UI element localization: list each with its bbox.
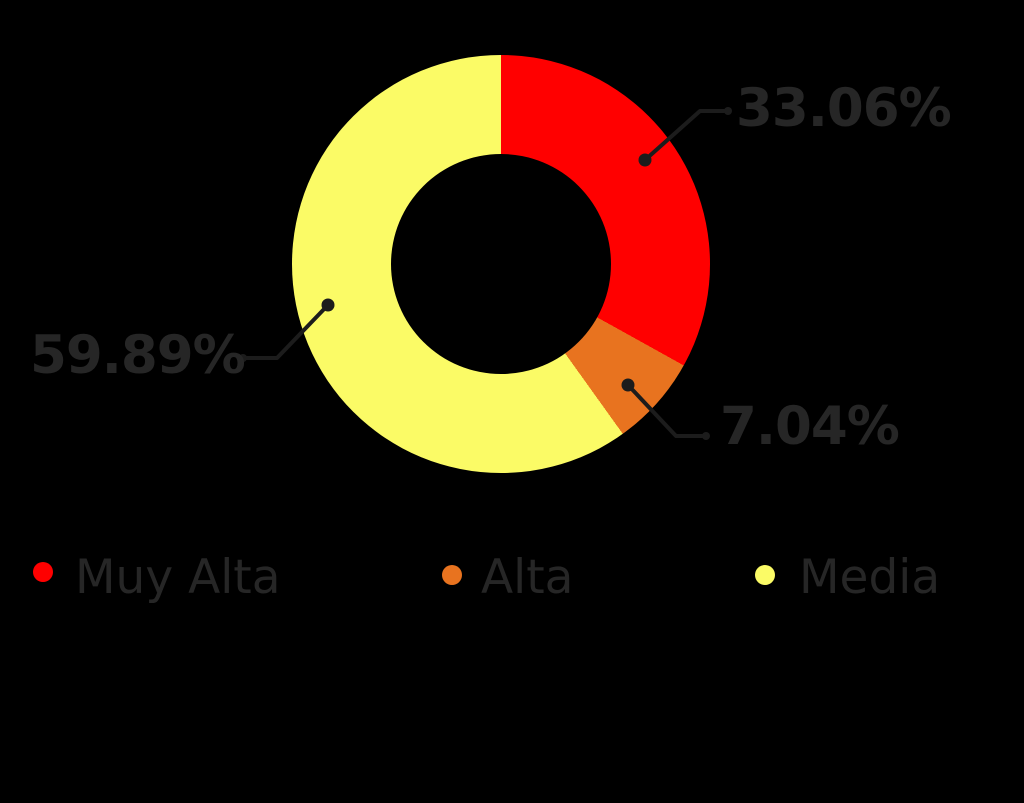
legend-label-muy-alta: Muy Alta [75,550,281,605]
legend-label-alta: Alta [481,550,574,605]
value-label-alta: 7.04% [720,396,900,457]
legend-label-media: Media [799,550,941,605]
legend-dot-media [755,565,775,585]
value-label-muy-alta: 33.06% [736,78,952,139]
legend-dot-alta [442,565,462,585]
value-label-media: 59.89% [30,325,246,386]
legend-dot-muy-alta [33,562,53,582]
donut-hole [391,154,611,374]
